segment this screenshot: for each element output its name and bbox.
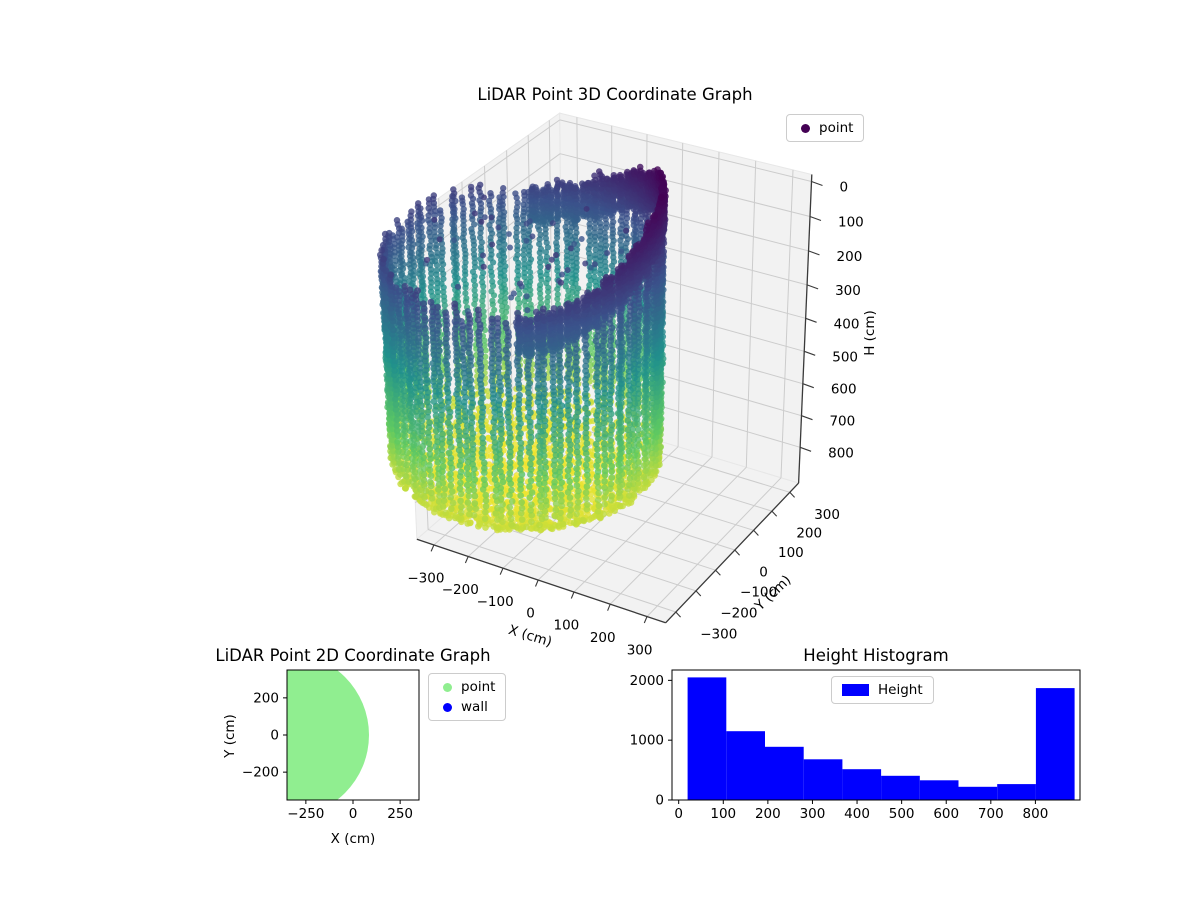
tick-label: 300: [814, 507, 840, 523]
tick-label: 100: [710, 806, 736, 822]
point-marker-icon: [443, 682, 452, 692]
tick-label: 0: [840, 180, 849, 196]
histogram-bar: [803, 759, 843, 800]
point-marker-icon: [801, 123, 810, 133]
plot-3d-legend: point: [786, 114, 865, 142]
histogram-bar: [958, 786, 998, 800]
histogram-bar: [919, 780, 959, 800]
tick-label: 2000: [630, 673, 664, 689]
legend-item-point2d: point: [437, 677, 495, 697]
tick-label: 800: [1023, 806, 1049, 822]
tick-label: 600: [831, 382, 857, 398]
tick-label: 200: [755, 806, 781, 822]
tick-label: 700: [829, 414, 855, 430]
legend-label: Height: [878, 682, 923, 698]
tick-label: 500: [889, 806, 915, 822]
tick-label: −200: [442, 582, 479, 598]
tick-label: 700: [978, 806, 1004, 822]
tick-label: −200: [720, 605, 757, 621]
tick-label: 0: [526, 606, 535, 622]
plot-3d-zaxis-label: H (cm): [862, 310, 878, 356]
tick-label: 500: [832, 349, 858, 365]
histogram-bar: [881, 775, 920, 800]
tick-label: 0: [674, 806, 683, 822]
plot-2d-xaxis-label: X (cm): [331, 831, 376, 847]
tick-label: −200: [242, 765, 279, 781]
plot-2d-content: −250 0 250 200 0 −200: [242, 669, 420, 822]
plot-2d-yaxis-label: Y (cm): [222, 714, 238, 759]
tick-label: 250: [387, 806, 413, 822]
histogram-bar: [842, 769, 882, 800]
tick-label: 200: [837, 249, 863, 265]
histogram-legend: Height: [831, 676, 934, 704]
histogram-bar: [687, 677, 727, 800]
legend-item-height: Height: [840, 680, 923, 700]
point-cloud: [376, 163, 669, 534]
tick-label: 100: [778, 545, 804, 561]
tick-label: −100: [740, 585, 777, 601]
histogram-bar: [1035, 688, 1075, 800]
histogram-title: Height Histogram: [803, 646, 948, 665]
tick-label: 300: [627, 642, 653, 658]
legend-label: point: [819, 120, 854, 136]
legend-item-wall2d: wall: [437, 697, 495, 717]
tick-label: 300: [800, 806, 826, 822]
height-swatch-icon: [842, 684, 869, 696]
legend-label: wall: [461, 699, 488, 715]
tick-label: −100: [477, 594, 514, 610]
tick-label: −250: [287, 806, 324, 822]
tick-label: 400: [844, 806, 870, 822]
histogram-bar: [997, 784, 1036, 800]
tick-label: 800: [828, 445, 854, 461]
point-region: [287, 670, 369, 800]
plot-3d-axes: −300−200−1000100200300−300−200−100010020…: [407, 174, 864, 658]
histogram-bar: [726, 731, 765, 800]
legend-label: point: [461, 679, 496, 695]
tick-label: 600: [933, 806, 959, 822]
tick-label: 100: [553, 618, 579, 634]
tick-label: 100: [838, 214, 864, 230]
histogram-bar: [765, 746, 804, 800]
tick-label: 400: [834, 316, 860, 332]
histogram-content: 0 100 200 300 400 500 600 700 800 0 1000 2000: [630, 669, 1081, 822]
tick-label: −300: [700, 627, 737, 643]
tick-label: 0: [270, 728, 279, 744]
plot-3d-title: LiDAR Point 3D Coordinate Graph: [477, 85, 752, 104]
tick-label: 300: [835, 283, 861, 299]
tick-label: 1000: [630, 733, 664, 749]
tick-label: 0: [759, 565, 768, 581]
tick-label: 0: [655, 793, 664, 809]
tick-label: 200: [253, 690, 279, 706]
wall-marker-icon: [443, 702, 452, 712]
tick-label: −300: [407, 571, 444, 587]
plot-2d-legend: point wall: [428, 673, 507, 721]
tick-label: 200: [796, 526, 822, 542]
legend-item-point3d: point: [795, 118, 853, 138]
plot-2d-title: LiDAR Point 2D Coordinate Graph: [215, 646, 490, 665]
tick-label: 0: [349, 806, 358, 822]
tick-label: 200: [590, 630, 616, 646]
